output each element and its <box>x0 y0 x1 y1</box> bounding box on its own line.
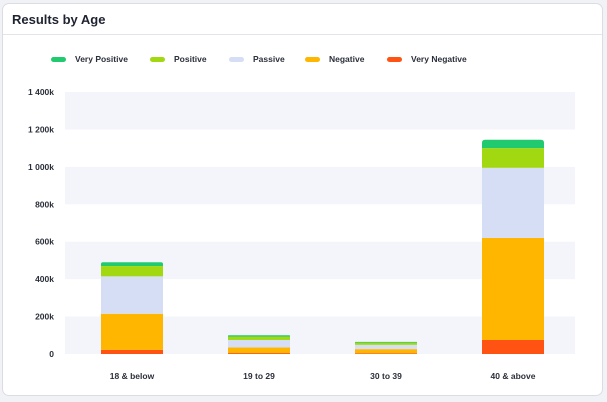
legend-item-negative[interactable]: Negative <box>305 54 364 64</box>
bar-segment-negative <box>355 349 417 354</box>
bar-segment-passive <box>228 339 290 348</box>
legend-item-very-negative[interactable]: Very Negative <box>387 54 467 64</box>
legend-item-very-positive[interactable]: Very Positive <box>51 54 128 64</box>
legend-label-negative: Negative <box>329 54 365 64</box>
x-category-label: 40 & above <box>491 371 536 381</box>
bar-segment-negative <box>101 313 163 350</box>
legend-swatch-passive <box>229 56 244 62</box>
y-tick-label: 1 000k <box>28 162 54 172</box>
y-tick-label: 0 <box>49 349 54 359</box>
y-tick-label: 400k <box>35 274 54 284</box>
bar-segment-passive <box>355 344 417 350</box>
card-header: Results by Age <box>3 4 602 35</box>
stacked-bar-chart: 0 200k 400k 600k 800k 1 000k 1 200k 1 400k 18 &… <box>28 87 575 381</box>
y-tick-label: 1 200k <box>28 124 54 134</box>
y-axis-ticks: 0 200k 400k 600k 800k 1 000k 1 200k 1 400k <box>28 87 54 359</box>
bar-segment-very-negative <box>101 349 163 354</box>
x-category-label: 30 to 39 <box>370 371 402 381</box>
legend-label-very-positive: Very Positive <box>75 54 128 64</box>
chart-legend: Very Positive Positive Passive Negative … <box>3 54 602 68</box>
legend-swatch-very-positive <box>51 56 66 62</box>
legend-label-passive: Passive <box>253 54 285 64</box>
bar-stack[interactable] <box>482 139 544 354</box>
legend-label-positive: Positive <box>174 54 207 64</box>
results-by-age-card: Results by Age Very Positive Positive Pa… <box>2 3 603 396</box>
bar-segment-passive <box>101 276 163 314</box>
bar-segment-negative <box>482 237 544 340</box>
bar-segment-very-positive <box>355 341 417 343</box>
x-category-label: 19 to 29 <box>243 371 275 381</box>
bar-segment-very-positive <box>228 335 290 337</box>
card-title: Results by Age <box>12 11 106 27</box>
bar-segment-very-negative <box>482 339 544 354</box>
y-tick-label: 600k <box>35 237 54 247</box>
legend-item-positive[interactable]: Positive <box>150 54 207 64</box>
y-tick-label: 800k <box>35 199 54 209</box>
legend-swatch-very-negative <box>387 56 402 62</box>
x-category-label: 18 & below <box>110 371 155 381</box>
bar-segment-very-positive <box>101 262 163 267</box>
bar-segment-very-positive <box>482 139 544 149</box>
bar-stack[interactable] <box>355 341 417 354</box>
bar-stacks <box>101 139 544 354</box>
bar-segment-very-negative <box>228 353 290 354</box>
bar-segment-positive <box>355 342 417 345</box>
bar-segment-positive <box>101 266 163 277</box>
x-axis-categories: 18 & below 19 to 29 30 to 39 40 & above <box>110 371 536 381</box>
grid-band <box>65 92 575 130</box>
legend-item-passive[interactable]: Passive <box>229 54 285 64</box>
bar-stack[interactable] <box>101 262 163 354</box>
legend-swatch-positive <box>150 56 165 62</box>
y-tick-label: 200k <box>35 312 54 322</box>
y-tick-label: 1 400k <box>28 87 54 97</box>
bar-segment-negative <box>228 347 290 354</box>
bar-segment-positive <box>482 148 544 168</box>
bar-stack[interactable] <box>228 335 290 354</box>
bar-segment-passive <box>482 167 544 238</box>
bar-segment-very-negative <box>355 353 417 354</box>
legend-swatch-negative <box>305 56 320 62</box>
bar-segment-positive <box>228 336 290 340</box>
legend-label-very-negative: Very Negative <box>411 54 467 64</box>
